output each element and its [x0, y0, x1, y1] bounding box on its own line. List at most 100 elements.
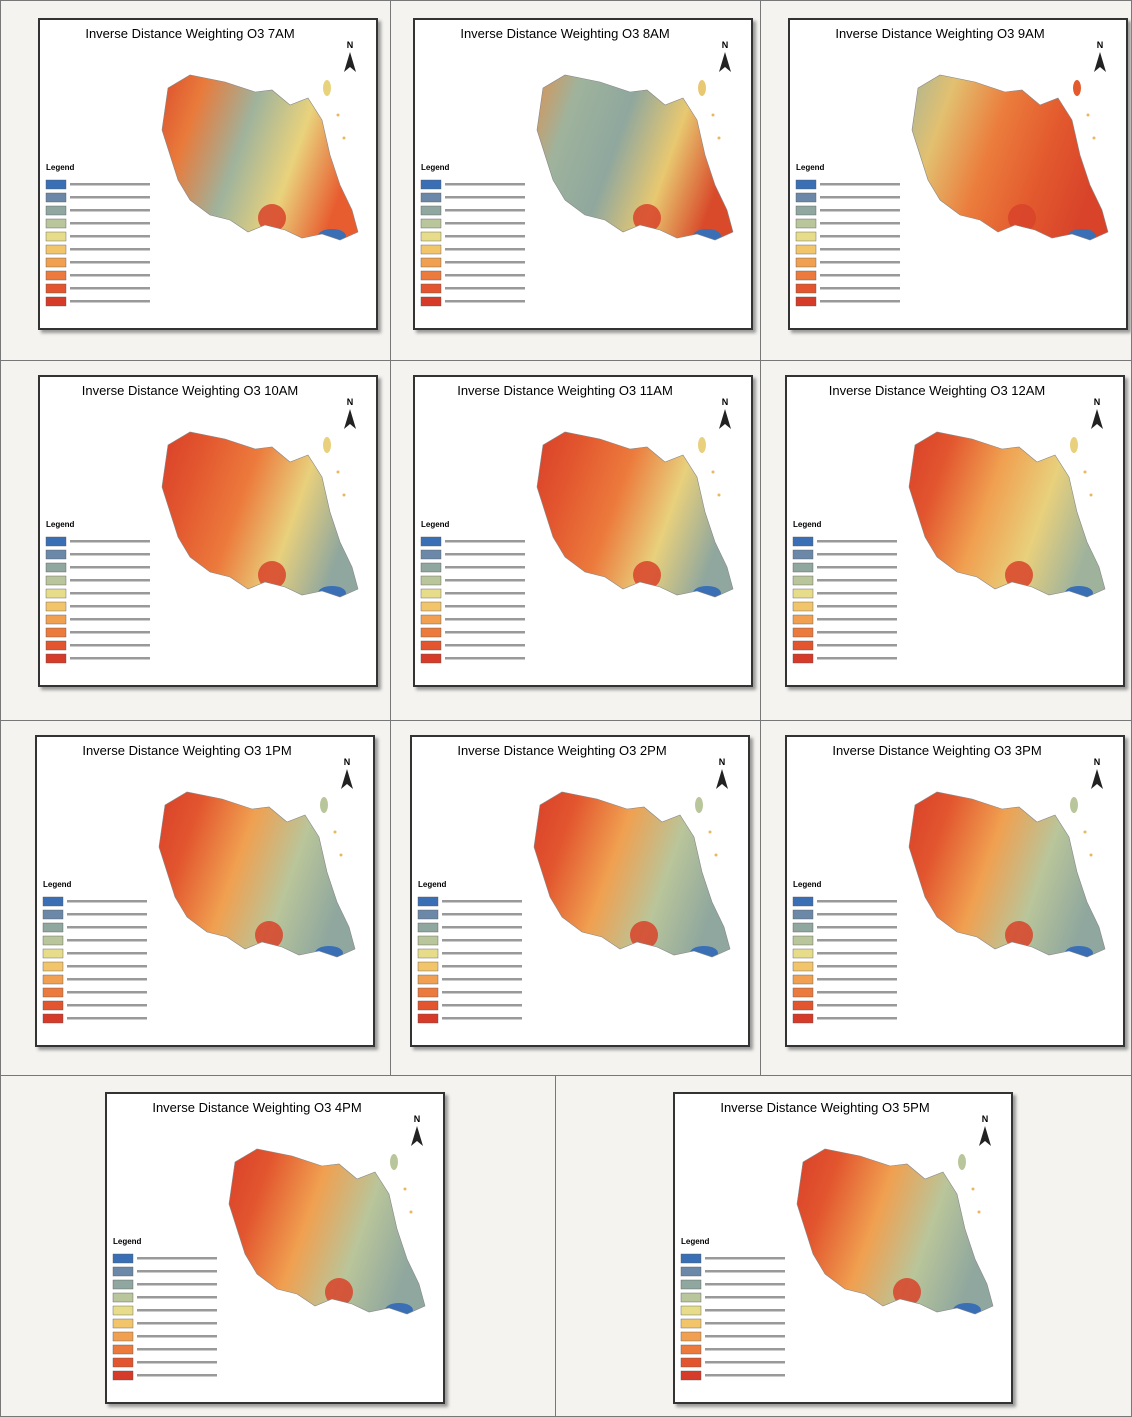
islet	[1084, 471, 1087, 474]
north-label: N	[347, 397, 354, 407]
legend-range	[445, 592, 525, 595]
legend-swatch	[421, 284, 441, 293]
legend-range	[70, 222, 150, 225]
islet	[343, 137, 346, 140]
legend-range	[442, 900, 522, 903]
island	[323, 80, 331, 96]
legend-swatch	[793, 975, 813, 984]
legend-swatch	[796, 219, 816, 228]
legend-swatch	[46, 180, 66, 189]
north-label: N	[1094, 757, 1101, 767]
legend-range	[705, 1270, 785, 1273]
legend-range	[445, 605, 525, 608]
surface-fill	[522, 787, 737, 967]
surface-fill	[897, 787, 1112, 967]
legend-swatch	[793, 1001, 813, 1010]
legend-range	[70, 248, 150, 251]
legend-swatch	[43, 897, 63, 906]
map-surface	[785, 1144, 1000, 1324]
legend-swatch	[46, 641, 66, 650]
legend-range	[817, 618, 897, 621]
surface-fill	[897, 427, 1112, 607]
panel-title: Inverse Distance Weighting O3 9AM	[835, 26, 1044, 41]
legend-swatch	[46, 615, 66, 624]
legend-range	[820, 235, 900, 238]
legend-range	[445, 261, 525, 264]
legend-swatch	[793, 897, 813, 906]
legend-swatch	[793, 602, 813, 611]
coast-blue	[315, 946, 343, 960]
hotspot	[325, 1278, 353, 1306]
north-arrow	[341, 769, 353, 789]
legend-swatch	[418, 936, 438, 945]
legend-range	[817, 592, 897, 595]
legend-swatch	[793, 641, 813, 650]
legend-swatch	[46, 550, 66, 559]
legend-range	[137, 1270, 217, 1273]
north-arrow	[716, 769, 728, 789]
panel-title: Inverse Distance Weighting O3 7AM	[85, 26, 294, 41]
island	[695, 797, 703, 813]
legend-swatch	[421, 537, 441, 546]
legend-range	[67, 926, 147, 929]
legend-swatch	[46, 219, 66, 228]
legend-range	[705, 1335, 785, 1338]
legend-range	[817, 605, 897, 608]
legend-range	[705, 1283, 785, 1286]
legend-swatch	[421, 297, 441, 306]
north-label: N	[414, 1114, 421, 1124]
legend-range	[445, 553, 525, 556]
legend-range	[137, 1374, 217, 1377]
legend-swatch	[46, 271, 66, 280]
legend-swatch	[43, 1014, 63, 1023]
north-arrow	[719, 409, 731, 429]
map-surface	[147, 787, 362, 967]
legend-swatch	[46, 563, 66, 572]
legend-range	[445, 248, 525, 251]
legend-swatch	[796, 232, 816, 241]
panel-title: Inverse Distance Weighting O3 12AM	[829, 383, 1046, 398]
legend-range	[70, 261, 150, 264]
legend-title: Legend	[793, 520, 822, 529]
legend-swatch	[796, 180, 816, 189]
map-panel: Inverse Distance Weighting O3 8AMNLegend	[413, 18, 753, 330]
legend-range	[445, 300, 525, 303]
surface-fill	[525, 70, 740, 250]
legend-swatch	[46, 245, 66, 254]
legend-range	[70, 579, 150, 582]
map-surface	[897, 427, 1112, 607]
coast-blue	[690, 946, 718, 960]
map-panel: Inverse Distance Weighting O3 1PMNLegend	[35, 735, 375, 1047]
legend-title: Legend	[796, 163, 825, 172]
legend-range	[817, 913, 897, 916]
legend-swatch	[113, 1371, 133, 1380]
surface-fill	[900, 70, 1115, 250]
legend-range	[70, 631, 150, 634]
north-label: N	[982, 1114, 989, 1124]
hotspot	[258, 204, 286, 232]
legend-swatch	[681, 1280, 701, 1289]
legend-range	[67, 952, 147, 955]
map-svg: Inverse Distance Weighting O3 11AMNLegen…	[415, 377, 751, 685]
legend-range	[67, 1017, 147, 1020]
legend-range	[705, 1257, 785, 1260]
map-svg: Inverse Distance Weighting O3 1PMNLegend	[37, 737, 373, 1045]
legend-range	[70, 657, 150, 660]
legend-swatch	[46, 628, 66, 637]
hotspot	[258, 561, 286, 589]
legend-swatch	[681, 1358, 701, 1367]
legend-swatch	[113, 1267, 133, 1276]
map-svg: Inverse Distance Weighting O3 12AMNLegen…	[787, 377, 1123, 685]
legend-range	[70, 553, 150, 556]
legend-swatch	[418, 962, 438, 971]
legend-range	[705, 1309, 785, 1312]
legend-range	[817, 631, 897, 634]
islet	[337, 471, 340, 474]
legend-range	[705, 1296, 785, 1299]
north-arrow	[411, 1126, 423, 1146]
legend-swatch	[681, 1371, 701, 1380]
legend-range	[70, 540, 150, 543]
legend-range	[817, 965, 897, 968]
